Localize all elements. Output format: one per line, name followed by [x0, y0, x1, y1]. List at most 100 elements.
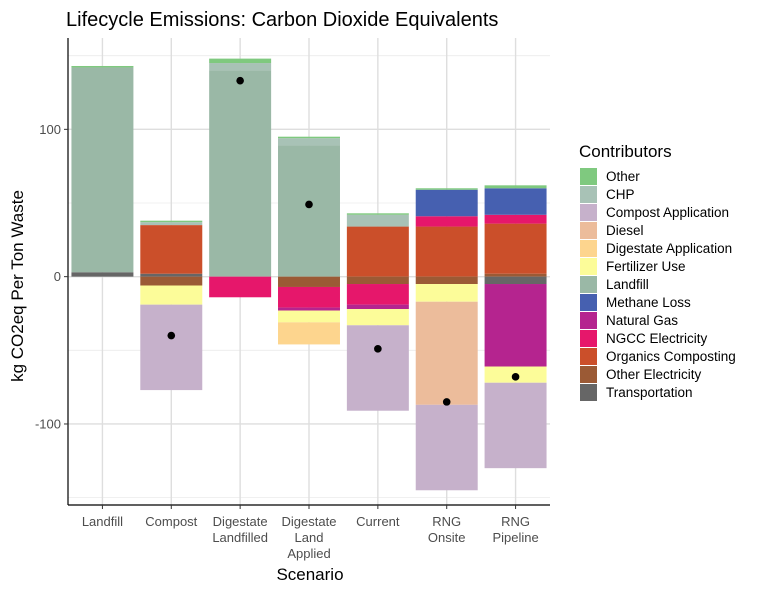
- x-tick-label: Landfill: [82, 514, 123, 529]
- legend-key: [580, 276, 597, 293]
- x-tick-label: Digestate Land Applied: [282, 514, 337, 561]
- bar-segment-fertilizer-use: [415, 284, 478, 302]
- legend-item-digestate-application: Digestate Application: [580, 240, 732, 257]
- bar-segment-chp: [346, 214, 409, 227]
- x-tick-label-line: RNG: [501, 514, 530, 529]
- bar-segment-other: [278, 136, 340, 139]
- bar-segment-ngcc-electricity: [415, 216, 478, 227]
- y-tick-labels: -100 0 100: [35, 122, 61, 432]
- x-tick-label-line: Pipeline: [492, 530, 538, 545]
- bar-segment-ngcc-electricity: [346, 284, 409, 305]
- bar-segment-diesel: [415, 301, 478, 405]
- bar-segment-organics-composting: [484, 223, 547, 274]
- legend-item-fertilizer-use: Fertilizer Use: [580, 258, 686, 275]
- bar-segment-other: [209, 58, 272, 64]
- bar-segment-compost-application: [484, 382, 547, 469]
- x-tick-labels: Landfill Compost Digestate LandfilledDigest…: [82, 514, 539, 561]
- bar-segment-natural-gas: [278, 307, 340, 311]
- legend-key: [580, 240, 597, 257]
- net-points: [167, 76, 520, 406]
- legend-label: NGCC Electricity: [606, 331, 708, 346]
- bar-digestate-landfilled: [209, 58, 272, 298]
- legend-label: CHP: [606, 187, 635, 202]
- legend: Contributors Other CHP Compost Application…: [579, 142, 736, 401]
- bar-segment-organics-composting: [415, 226, 478, 277]
- legend-key: [580, 258, 597, 275]
- bar-segment-methane-loss: [484, 188, 547, 215]
- bar-segment-ngcc-electricity: [209, 276, 272, 298]
- bar-segment-fertilizer-use: [140, 285, 203, 305]
- x-tick-label-line: Digestate: [213, 514, 268, 529]
- x-tick-label-line: RNG: [432, 514, 461, 529]
- bar-landfill: [71, 65, 134, 277]
- legend-item-landfill: Landfill: [580, 276, 649, 293]
- legend-key: [580, 294, 597, 311]
- bar-segment-landfill: [71, 67, 134, 273]
- x-axis-title: Scenario: [276, 565, 343, 584]
- bar-rng-onsite: [415, 188, 478, 491]
- x-tick-label-line: Compost: [145, 514, 197, 529]
- legend-label: Digestate Application: [606, 241, 732, 256]
- legend-item-other-electricity: Other Electricity: [580, 366, 702, 383]
- y-tick-label: -100: [35, 416, 61, 431]
- legend-item-natural-gas: Natural Gas: [580, 312, 678, 329]
- bar-segment-transportation: [484, 276, 547, 285]
- bar-segment-fertilizer-use: [346, 309, 409, 326]
- bar-segment-compost-application: [140, 304, 203, 391]
- bar-segment-other-electricity: [140, 276, 203, 286]
- legend-key: [580, 186, 597, 203]
- bar-segment-other-electricity: [346, 276, 409, 285]
- x-tick-label: Current: [356, 514, 400, 529]
- bar-segment-other-electricity: [415, 276, 478, 285]
- legend-key: [580, 312, 597, 329]
- legend-label: Fertilizer Use: [606, 259, 686, 274]
- bar-segment-compost-application: [415, 404, 478, 491]
- x-tick-label: RNG Pipeline: [492, 514, 538, 545]
- y-axis-title: kg CO2eq Per Ton Waste: [8, 190, 27, 382]
- x-tick-label-line: Landfilled: [212, 530, 268, 545]
- legend-label: Natural Gas: [606, 313, 678, 328]
- bar-segment-organics-composting: [140, 225, 203, 274]
- bar-segment-transportation: [71, 272, 134, 277]
- bar-segment-landfill: [278, 145, 340, 277]
- legend-label: Other: [606, 169, 640, 184]
- x-tick-label-line: Onsite: [428, 530, 466, 545]
- chart-title: Lifecycle Emissions: Carbon Dioxide Equi…: [66, 9, 498, 31]
- bar-segment-other: [71, 65, 134, 68]
- bar-segment-digestate-application: [278, 322, 340, 345]
- x-tick-label-line: Land: [295, 530, 324, 545]
- bar-rng-pipeline: [484, 185, 547, 469]
- net-point-current: [374, 345, 382, 353]
- bar-segment-other: [346, 213, 409, 215]
- legend-item-ngcc-electricity: NGCC Electricity: [580, 330, 708, 347]
- legend-item-other: Other: [580, 168, 640, 185]
- axes: [64, 38, 550, 509]
- net-point-digestate-landfilled: [236, 76, 244, 85]
- net-point-digestate-land-applied: [305, 200, 313, 209]
- legend-label: Diesel: [606, 223, 644, 238]
- bar-segment-natural-gas: [484, 284, 547, 367]
- legend-label: Other Electricity: [606, 367, 702, 382]
- legend-key: [580, 168, 597, 185]
- bar-segment-other: [484, 185, 547, 189]
- stacked-bars: [71, 58, 547, 491]
- legend-label: Methane Loss: [606, 295, 691, 310]
- bar-segment-organics-composting: [346, 226, 409, 277]
- legend-key: [580, 330, 597, 347]
- y-tick-label: 100: [39, 122, 61, 137]
- net-point-rng-onsite: [442, 398, 451, 406]
- legend-item-compost-application: Compost Application: [580, 204, 729, 221]
- bar-compost: [140, 220, 203, 391]
- bar-segment-transportation: [140, 273, 203, 277]
- legend-label: Landfill: [606, 277, 649, 292]
- legend-item-transportation: Transportation: [580, 384, 693, 401]
- legend-key: [580, 384, 597, 401]
- x-tick-label-line: Digestate: [282, 514, 337, 529]
- legend-item-methane-loss: Methane Loss: [580, 294, 691, 311]
- bar-segment-other: [415, 188, 478, 190]
- x-tick-label-line: Applied: [287, 546, 330, 561]
- legend-key: [580, 204, 597, 221]
- legend-key: [580, 366, 597, 383]
- x-tick-label: RNG Onsite: [428, 514, 466, 545]
